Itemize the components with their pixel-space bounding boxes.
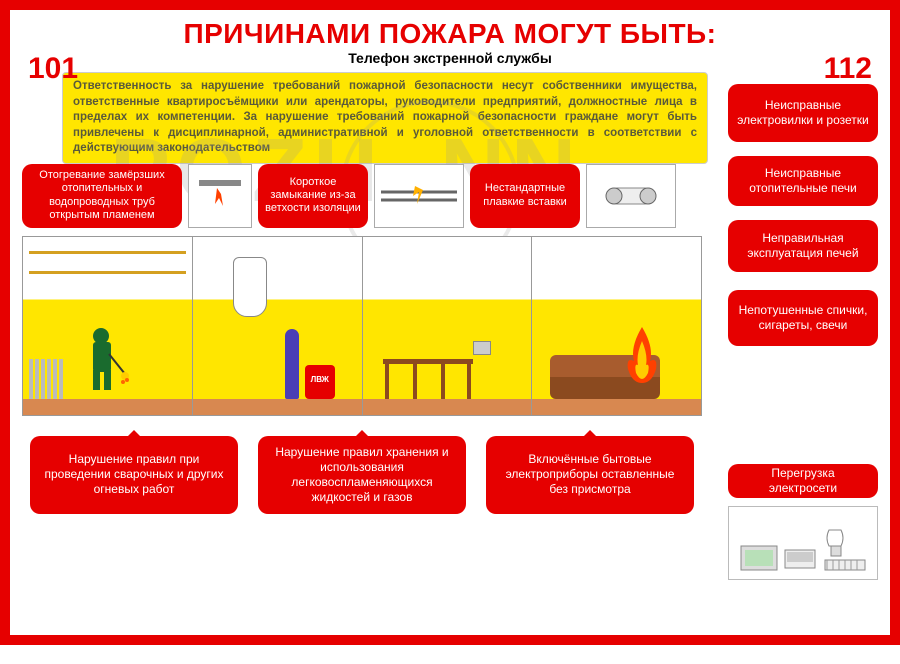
socket-icon [473, 341, 491, 355]
callout-top-1: Отогревание замёрзших отопительных и вод… [22, 164, 182, 228]
floor [363, 399, 532, 415]
callout-right-2: Неисправные отопительные печи [728, 156, 878, 206]
callout-bottom-2: Нарушение правил хранения и использовани… [258, 436, 466, 514]
gas-cylinder-icon [285, 329, 299, 399]
floor [23, 399, 192, 415]
shelf-icon [29, 271, 186, 274]
rooms-illustration: ЛВЖ [22, 236, 702, 416]
floor [532, 399, 701, 415]
room-appliances [363, 237, 533, 415]
subtitle: Телефон экстренной службы [22, 50, 878, 66]
room-flammable-liquids: ЛВЖ [193, 237, 363, 415]
illustration-pipe-icon [188, 164, 252, 228]
illustration-fuse-icon [586, 164, 676, 228]
callout-bottom-1: Нарушение правил при проведении сварочны… [30, 436, 238, 514]
callout-right-4: Непотушенные спички, сигареты, свечи [728, 290, 878, 346]
radiator-icon [29, 359, 67, 399]
welder-icon [73, 324, 133, 399]
header: ПРИЧИНАМИ ПОЖАРА МОГУТ БЫТЬ: 101 112 Тел… [22, 18, 878, 66]
shelf-icon [29, 251, 186, 254]
main-title: ПРИЧИНАМИ ПОЖАРА МОГУТ БЫТЬ: [22, 18, 878, 50]
callout-top-2: Короткое замыкание из-за ветхости изоляц… [258, 164, 368, 228]
legal-text: Ответственность за нарушение требований … [73, 80, 697, 154]
callout-right-5: Перегрузка электросети [728, 464, 878, 498]
illustration-short-circuit-icon [374, 164, 464, 228]
callout-right-1: Неисправные электровилки и розетки [728, 84, 878, 142]
bottom-callouts-row: Нарушение правил при проведении сварочны… [22, 436, 702, 514]
emergency-phone-left: 101 [28, 52, 78, 86]
coat-icon [233, 257, 267, 317]
room-welding [23, 237, 193, 415]
flame-icon [622, 325, 662, 385]
floor [193, 399, 362, 415]
poster-frame: ПРИЧИНАМИ ПОЖАРА МОГУТ БЫТЬ: 101 112 Тел… [0, 0, 900, 645]
emergency-phone-right: 112 [824, 52, 872, 86]
top-row: Отогревание замёрзших отопительных и вод… [22, 164, 702, 228]
callout-bottom-3: Включённые бытовые электроприборы оставл… [486, 436, 694, 514]
table-icon [383, 359, 473, 399]
callout-right-3: Неправильная эксплуатация печей [728, 220, 878, 272]
illustration-appliances-icon [728, 506, 878, 580]
lvzh-barrel-icon: ЛВЖ [305, 365, 335, 399]
callout-top-3: Нестандартные плавкие вставки [470, 164, 580, 228]
content-area: Неисправные электровилки и розетки Неисп… [22, 174, 878, 664]
legal-text-box: Ответственность за нарушение требований … [62, 72, 708, 164]
poster-inner: ПРИЧИНАМИ ПОЖАРА МОГУТ БЫТЬ: 101 112 Тел… [10, 10, 890, 635]
room-sofa-fire [532, 237, 701, 415]
